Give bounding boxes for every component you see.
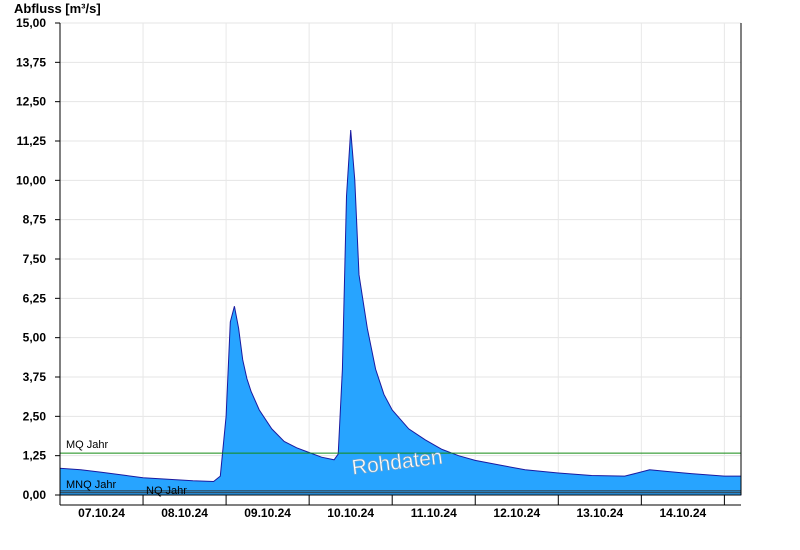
y-tick-label: 1,25 bbox=[23, 449, 47, 463]
y-tick-label: 12,50 bbox=[16, 95, 46, 109]
y-tick-labels: 0,00 1,25 2,50 3,75 5,00 6,25 7,50 8,75 10,00 11,… bbox=[16, 16, 46, 502]
y-tick-label: 6,25 bbox=[23, 291, 47, 305]
y-tick-label: 0,00 bbox=[23, 488, 47, 502]
y-tick-label: 5,00 bbox=[23, 331, 47, 345]
reference-label: MQ Jahr bbox=[66, 439, 109, 451]
y-tick-label: 11,25 bbox=[17, 134, 47, 148]
x-tick-label: 08.10.24 bbox=[161, 506, 208, 520]
axes bbox=[55, 22, 742, 506]
x-tick-label: 13.10.24 bbox=[576, 506, 623, 520]
x-tick-label: 07.10.24 bbox=[78, 506, 125, 520]
y-tick-label: 8,75 bbox=[23, 213, 47, 227]
y-tick-label: 7,50 bbox=[23, 252, 47, 266]
watermark-text: Rohdaten bbox=[351, 446, 444, 480]
x-tick-label: 12.10.24 bbox=[493, 506, 540, 520]
y-tick-label: 3,75 bbox=[23, 370, 47, 384]
y-tick-label: 13,75 bbox=[16, 55, 46, 69]
y-tick-label: 10,00 bbox=[16, 173, 46, 187]
reference-lines: MQ Jahr MNQ Jahr NQ Jahr bbox=[60, 439, 741, 497]
discharge-area bbox=[59, 129, 742, 496]
x-tick-label: 10.10.24 bbox=[327, 506, 374, 520]
gridlines bbox=[60, 22, 741, 457]
x-tick-label: 11.10.24 bbox=[411, 506, 457, 520]
x-tick-label: 09.10.24 bbox=[244, 506, 291, 520]
x-tick-label: 14.10.24 bbox=[660, 506, 707, 520]
y-axis-label: Abfluss [m³/s] bbox=[14, 1, 101, 16]
reference-label: NQ Jahr bbox=[146, 485, 187, 497]
x-tick-labels: 07.10.24 08.10.24 09.10.24 10.10.24 11.10.24… bbox=[78, 506, 706, 520]
y-tick-label: 15,00 bbox=[16, 16, 46, 30]
reference-label: MNQ Jahr bbox=[66, 479, 116, 491]
y-tick-label: 2,50 bbox=[23, 409, 47, 423]
